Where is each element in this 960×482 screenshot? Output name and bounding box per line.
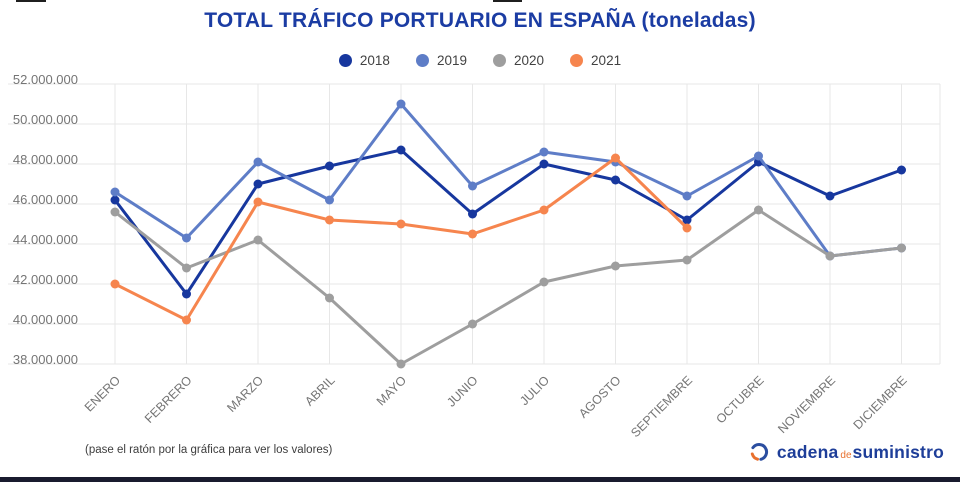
data-point-2019-JUNIO[interactable] bbox=[468, 181, 477, 191]
data-point-2018-JULIO[interactable] bbox=[539, 159, 549, 169]
series-line-2020 bbox=[113, 208, 903, 366]
legend-swatch-2018 bbox=[338, 54, 352, 67]
logo-word-cadena: cadena bbox=[776, 441, 839, 462]
y-axis-labels: 52.000.000 50.000.000 48.000.000 46.000.000… bbox=[13, 72, 78, 367]
grid bbox=[8, 83, 941, 365]
series-line-2018 bbox=[113, 148, 903, 296]
legend-swatch-2019 bbox=[415, 54, 429, 67]
legend-item-2019: 2019 bbox=[415, 53, 467, 68]
data-point-2021-JUNIO[interactable] bbox=[468, 229, 477, 239]
series-line-2019 bbox=[113, 102, 903, 258]
data-point-2020-FEBRERO[interactable] bbox=[182, 263, 191, 273]
x-tick-label-ABRIL: ABRIL bbox=[302, 373, 337, 408]
x-tick-label-ENERO: ENERO bbox=[82, 373, 124, 415]
data-point-2020-OCTUBRE[interactable] bbox=[754, 205, 763, 215]
legend-label: 2018 bbox=[359, 53, 390, 68]
legend-item-2018: 2018 bbox=[338, 53, 390, 68]
data-point-2020-MAYO[interactable] bbox=[396, 359, 406, 369]
data-point-2019-ENERO[interactable] bbox=[110, 187, 120, 197]
series-2018 bbox=[110, 145, 906, 299]
x-tick-label-MARZO: MARZO bbox=[224, 373, 266, 415]
data-point-2018-ENERO[interactable] bbox=[110, 195, 120, 205]
data-point-2020-NOVIEMBRE[interactable] bbox=[825, 251, 835, 261]
chart-title: TOTAL TRÁFICO PORTUARIO EN ESPAÑA (tonel… bbox=[204, 9, 756, 32]
data-point-2021-AGOSTO[interactable] bbox=[611, 153, 620, 163]
x-axis-labels: ENERO FEBRERO MARZO ABRIL MAYO JUNIO JULIO AGOS… bbox=[82, 373, 910, 440]
data-point-2020-JUNIO[interactable] bbox=[468, 319, 477, 329]
data-point-2020-MARZO[interactable] bbox=[253, 235, 263, 245]
data-point-2021-FEBRERO[interactable] bbox=[182, 315, 191, 325]
cadena-de-suministro-logo[interactable]: cadena de suministro bbox=[748, 440, 944, 464]
data-point-2018-JUNIO[interactable] bbox=[468, 209, 477, 219]
x-tick-label-FEBRERO: FEBRERO bbox=[142, 373, 195, 426]
x-tick-label-JUNIO: JUNIO bbox=[444, 373, 481, 410]
data-point-2021-MAYO[interactable] bbox=[396, 219, 406, 229]
legend-label: 2021 bbox=[591, 53, 622, 68]
data-point-2020-DICIEMBRE[interactable] bbox=[897, 243, 906, 253]
data-point-2019-MARZO[interactable] bbox=[253, 157, 263, 167]
x-tick-label-SEPTIEMBRE: SEPTIEMBRE bbox=[628, 373, 695, 440]
y-tick-label: 46.000.000 bbox=[13, 192, 78, 207]
series-2021 bbox=[110, 153, 692, 325]
data-point-2020-SEPTIEMBRE[interactable] bbox=[682, 255, 692, 265]
data-point-2021-ABRIL[interactable] bbox=[325, 215, 334, 225]
data-point-2018-DICIEMBRE[interactable] bbox=[897, 165, 906, 175]
data-point-2020-JULIO[interactable] bbox=[539, 277, 549, 287]
data-point-2018-MAYO[interactable] bbox=[396, 145, 406, 155]
data-point-2019-FEBRERO[interactable] bbox=[182, 233, 191, 243]
y-tick-label: 52.000.000 bbox=[13, 72, 78, 87]
y-tick-label: 48.000.000 bbox=[13, 152, 78, 167]
data-point-2019-SEPTIEMBRE[interactable] bbox=[682, 191, 692, 201]
legend-label: 2020 bbox=[514, 53, 545, 68]
data-point-2019-ABRIL[interactable] bbox=[325, 195, 334, 205]
y-tick-label: 50.000.000 bbox=[13, 112, 78, 127]
data-point-2020-ENERO[interactable] bbox=[110, 207, 120, 217]
data-point-2020-AGOSTO[interactable] bbox=[611, 261, 620, 271]
data-point-2018-SEPTIEMBRE[interactable] bbox=[682, 215, 692, 225]
logo-word-de: de bbox=[840, 449, 852, 461]
data-point-2019-OCTUBRE[interactable] bbox=[754, 151, 763, 161]
bottom-page-bar bbox=[0, 477, 960, 482]
x-tick-label-DICIEMBRE: DICIEMBRE bbox=[851, 373, 910, 432]
data-point-2018-FEBRERO[interactable] bbox=[182, 289, 191, 299]
browser-artifact-center bbox=[493, 0, 522, 2]
data-point-2019-MAYO[interactable] bbox=[396, 99, 406, 109]
data-point-2019-JULIO[interactable] bbox=[539, 147, 549, 157]
x-tick-label-MAYO: MAYO bbox=[374, 373, 409, 408]
data-point-2021-ENERO[interactable] bbox=[110, 279, 120, 289]
y-tick-label: 42.000.000 bbox=[13, 272, 78, 287]
data-point-2018-AGOSTO[interactable] bbox=[611, 175, 620, 185]
x-tick-label-AGOSTO: AGOSTO bbox=[576, 373, 624, 421]
x-tick-label-NOVIEMBRE: NOVIEMBRE bbox=[775, 373, 838, 436]
data-point-2021-SEPTIEMBRE[interactable] bbox=[682, 223, 692, 233]
y-tick-label: 44.000.000 bbox=[13, 232, 78, 247]
data-point-2018-NOVIEMBRE[interactable] bbox=[825, 191, 835, 201]
data-point-2021-JULIO[interactable] bbox=[539, 205, 549, 215]
x-tick-label-OCTUBRE: OCTUBRE bbox=[713, 373, 766, 426]
hover-hint-note: (pase el ratón por la gráfica para ver l… bbox=[85, 444, 333, 456]
y-tick-label: 38.000.000 bbox=[13, 352, 78, 367]
browser-artifact-left bbox=[16, 0, 46, 2]
legend-label: 2019 bbox=[436, 53, 467, 68]
series-2020 bbox=[110, 205, 906, 369]
legend-item-2020: 2020 bbox=[493, 53, 544, 68]
data-point-2018-ABRIL[interactable] bbox=[325, 161, 334, 171]
legend-swatch-2020 bbox=[493, 54, 506, 67]
legend-item-2021: 2021 bbox=[570, 53, 621, 68]
y-tick-label: 40.000.000 bbox=[13, 312, 78, 327]
logo-circle-icon bbox=[750, 443, 768, 461]
data-point-2018-MARZO[interactable] bbox=[253, 179, 263, 189]
x-tick-label-JULIO: JULIO bbox=[517, 373, 552, 408]
legend-swatch-2021 bbox=[570, 54, 584, 67]
chart-legend: 2018 2019 2020 2021 bbox=[0, 52, 960, 69]
logo-word-suministro: suministro bbox=[852, 441, 944, 462]
data-point-2021-MARZO[interactable] bbox=[253, 197, 263, 207]
data-point-2020-ABRIL[interactable] bbox=[325, 293, 334, 303]
